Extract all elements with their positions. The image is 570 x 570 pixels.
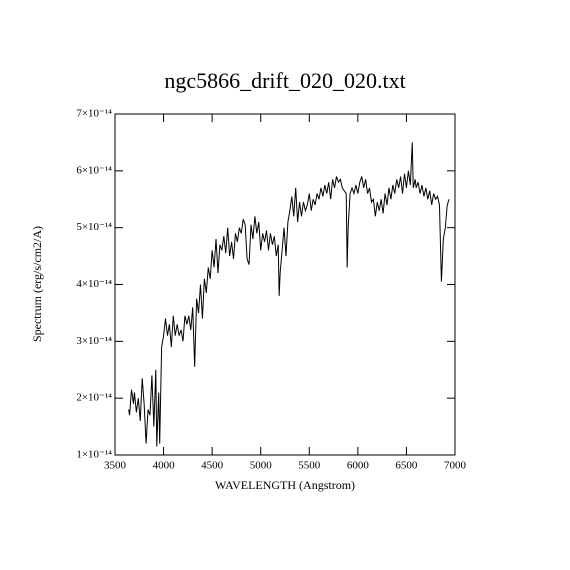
- x-tick-label: 5000: [250, 460, 273, 472]
- y-tick-label: 6×10⁻¹⁴: [76, 164, 112, 176]
- y-axis-label: Spectrum (erg/s/cm2/A): [30, 226, 44, 342]
- y-tick-label: 4×10⁻¹⁴: [76, 278, 112, 290]
- x-tick-label: 7000: [444, 460, 467, 472]
- x-tick-label: 4500: [201, 460, 224, 472]
- x-tick-label: 4000: [153, 460, 176, 472]
- x-tick-label: 5500: [298, 460, 321, 472]
- x-tick-label: 6500: [395, 460, 418, 472]
- chart-title: ngc5866_drift_020_020.txt: [164, 68, 405, 93]
- y-tick-label: 1×10⁻¹⁴: [76, 449, 112, 461]
- x-tick-label: 6000: [347, 460, 370, 472]
- x-tick-label: 3500: [104, 460, 127, 472]
- x-axis-label: WAVELENGTH (Angstrom): [215, 478, 355, 492]
- y-tick-label: 3×10⁻¹⁴: [76, 335, 112, 347]
- y-tick-label: 7×10⁻¹⁴: [76, 108, 112, 120]
- y-tick-label: 2×10⁻¹⁴: [76, 392, 112, 404]
- y-tick-label: 5×10⁻¹⁴: [76, 221, 112, 233]
- spectrum-line: [128, 142, 450, 447]
- plot-frame: [114, 113, 456, 456]
